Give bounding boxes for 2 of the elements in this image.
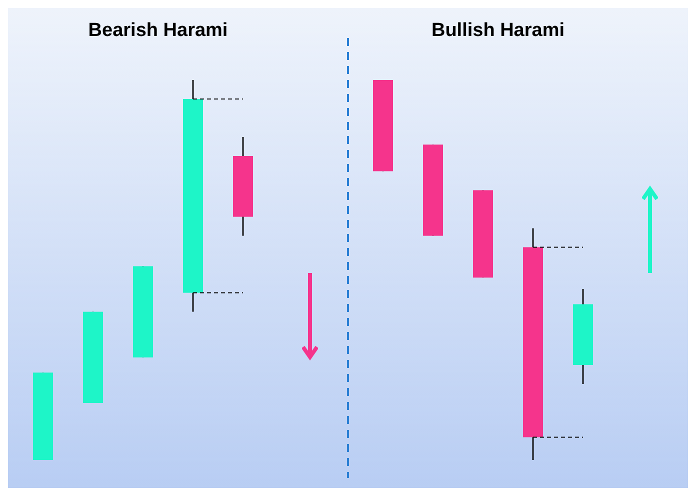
chart-title: Bearish Harami	[87, 19, 229, 43]
chart-title: Bullish Harami	[430, 19, 566, 43]
